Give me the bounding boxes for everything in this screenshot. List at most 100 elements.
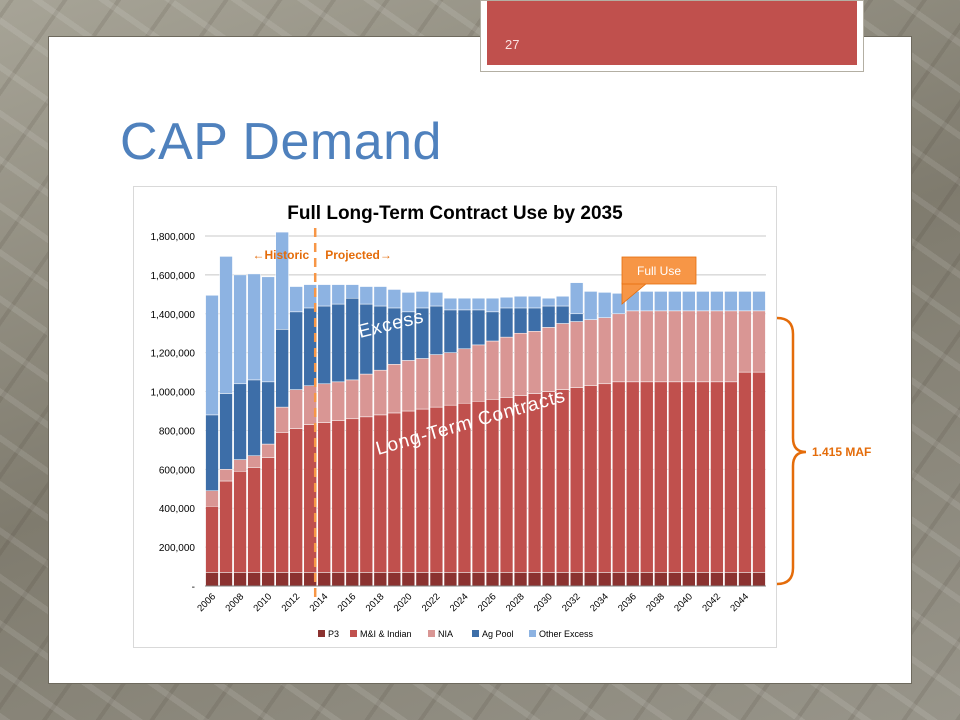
bar-m-i-indian-2037 (640, 381, 654, 573)
bar-p3-2011 (275, 572, 289, 587)
bar-nia-2045 (752, 310, 766, 373)
y-tick-label: 1,800,000 (151, 232, 196, 243)
bar-ag-pool-2008 (233, 383, 247, 460)
bar-nia-2013 (303, 385, 317, 425)
bar-nia-2008 (233, 459, 247, 472)
bar-p3-2041 (696, 572, 710, 587)
x-tick-label: 2044 (728, 591, 751, 614)
bar-nia-2030 (541, 327, 556, 392)
y-tick-label: 1,400,000 (151, 310, 196, 321)
y-tick-label: 400,000 (159, 504, 196, 515)
bar-other-excess-2039 (668, 291, 682, 312)
bar-nia-2024 (457, 348, 472, 404)
y-tick-label: 1,000,000 (151, 388, 196, 399)
bar-m-i-indian-2010 (261, 457, 275, 573)
bar-p3-2037 (640, 572, 654, 587)
bar-other-excess-2016 (345, 284, 359, 299)
bar-p3-2009 (247, 572, 261, 587)
bar-nia-2034 (598, 317, 612, 385)
bar-other-excess-2006 (205, 295, 219, 416)
x-tick-label: 2038 (644, 591, 667, 614)
bar-m-i-indian-2031 (555, 389, 570, 573)
bar-ag-pool-2009 (247, 379, 261, 456)
bar-p3-2022 (429, 572, 444, 587)
bar-p3-2038 (654, 572, 668, 587)
bar-nia-2015 (331, 381, 345, 421)
bar-ag-pool-2023 (443, 309, 458, 353)
bar-m-i-indian-2043 (724, 381, 738, 573)
bar-ag-pool-2028 (513, 307, 528, 334)
bar-p3-2039 (668, 572, 682, 587)
bar-other-excess-2017 (359, 286, 373, 305)
bar-ag-pool-2012 (289, 311, 303, 390)
bar-nia-2035 (612, 313, 626, 383)
x-tick-label: 2006 (195, 591, 218, 614)
bar-other-excess-2038 (654, 291, 668, 312)
bar-nia-2032 (570, 321, 584, 388)
bar-other-excess-2019 (387, 289, 401, 309)
bar-nia-2043 (724, 310, 738, 383)
bar-other-excess-2021 (415, 291, 430, 309)
bar-m-i-indian-2034 (598, 383, 612, 573)
bar-p3-2040 (682, 572, 696, 587)
bar-other-excess-2011 (275, 231, 289, 330)
bar-m-i-indian-2017 (359, 416, 373, 573)
bar-p3-2032 (570, 572, 584, 587)
slide-number-tab: 27 (480, 0, 864, 72)
bar-other-excess-2014 (317, 284, 331, 307)
bar-p3-2008 (233, 572, 247, 587)
bar-m-i-indian-2040 (682, 381, 696, 573)
bar-nia-2037 (640, 310, 654, 383)
bar-ag-pool-2014 (317, 305, 331, 385)
bar-m-i-indian-2008 (233, 471, 247, 573)
bar-p3-2016 (345, 572, 359, 587)
bar-p3-2034 (598, 572, 612, 587)
bar-nia-2042 (710, 310, 724, 383)
x-tick-label: 2030 (532, 591, 555, 614)
full-use-label: Full Use (637, 264, 681, 278)
bar-nia-2025 (471, 344, 486, 402)
bar-p3-2030 (541, 572, 556, 587)
bar-ag-pool-2027 (499, 307, 514, 338)
bar-p3-2020 (401, 572, 416, 587)
bar-m-i-indian-2029 (527, 393, 542, 573)
bar-p3-2006 (205, 572, 219, 587)
bar-p3-2043 (724, 572, 738, 587)
bar-other-excess-2009 (247, 273, 261, 381)
bar-nia-2016 (345, 379, 359, 420)
x-tick-label: 2012 (280, 591, 303, 614)
bar-p3-2036 (626, 572, 640, 587)
y-tick-label: 200,000 (159, 543, 196, 554)
bar-m-i-indian-2011 (275, 432, 289, 573)
page-title: CAP Demand (120, 113, 442, 171)
bar-m-i-indian-2036 (626, 381, 640, 573)
bar-other-excess-2029 (527, 296, 542, 309)
bar-other-excess-2031 (555, 296, 570, 307)
legend-swatch-p3 (318, 630, 325, 637)
bar-m-i-indian-2007 (219, 480, 233, 573)
bar-m-i-indian-2035 (612, 381, 626, 573)
bar-other-excess-2018 (373, 286, 387, 307)
bar-other-excess-2034 (598, 292, 612, 318)
bar-other-excess-2040 (682, 291, 696, 312)
x-tick-label: 2022 (420, 591, 443, 614)
x-tick-label: 2008 (223, 591, 246, 614)
x-tick-label: 2018 (364, 591, 387, 614)
x-tick-label: 2040 (672, 591, 695, 614)
bar-m-i-indian-2044 (738, 371, 752, 573)
legend-label: M&I & Indian (360, 629, 412, 639)
bar-p3-2023 (443, 572, 458, 587)
bar-ag-pool-2006 (205, 414, 219, 491)
bar-other-excess-2008 (233, 274, 247, 385)
bar-other-excess-2013 (303, 284, 317, 309)
bar-p3-2033 (584, 572, 598, 587)
x-tick-label: 2028 (504, 591, 527, 614)
bar-ag-pool-2024 (457, 309, 472, 350)
bar-p3-2031 (555, 572, 570, 587)
legend-label: Other Excess (539, 629, 594, 639)
legend-label: Ag Pool (482, 629, 514, 639)
bar-m-i-indian-2038 (654, 381, 668, 573)
bar-other-excess-2041 (696, 291, 710, 312)
legend-swatch-m-i-indian (350, 630, 357, 637)
bar-other-excess-2007 (219, 256, 233, 394)
